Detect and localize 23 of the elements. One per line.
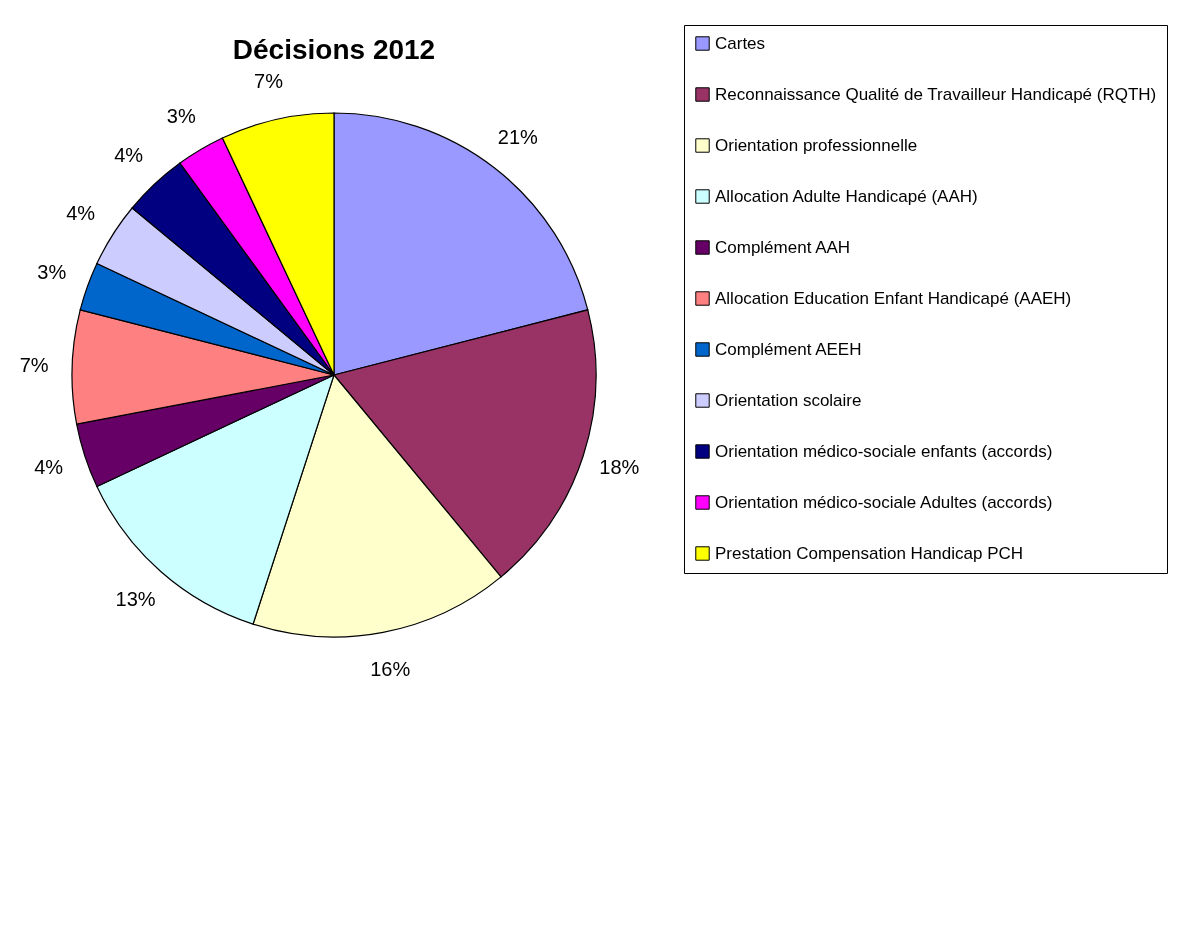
legend-label: Orientation scolaire bbox=[715, 390, 862, 410]
data-label: 7% bbox=[254, 70, 284, 93]
data-label: 4% bbox=[114, 144, 144, 167]
data-label: 16% bbox=[370, 657, 411, 680]
legend-label: Cartes bbox=[715, 33, 766, 53]
legend-label: Prestation Compensation Handicap PCH bbox=[715, 543, 1024, 563]
data-label: 4% bbox=[66, 202, 96, 225]
data-label: 7% bbox=[19, 353, 49, 376]
legend-label: Complément AEEH bbox=[715, 339, 862, 359]
legend-label: Orientation professionnelle bbox=[715, 135, 918, 155]
data-label: 3% bbox=[37, 261, 67, 284]
legend-label: Allocation Adulte Handicapé (AAH) bbox=[715, 186, 978, 206]
chart-title: Décisions 2012 bbox=[232, 33, 436, 65]
legend-label: Allocation Education Enfant Handicapé (AAEH) bbox=[715, 288, 1072, 308]
data-label: 18% bbox=[599, 455, 640, 478]
data-label: 3% bbox=[166, 104, 196, 127]
legend-label: Orientation médico-sociale Adultes (accords) bbox=[715, 492, 1053, 512]
legend-label: Orientation médico-sociale enfants (accords) bbox=[715, 441, 1053, 461]
data-label: 21% bbox=[497, 125, 539, 148]
legend-label: Reconnaissance Qualité de Travailleur Handicapé (RQTH) bbox=[715, 84, 1157, 104]
legend-label: Complément AAH bbox=[715, 237, 851, 257]
data-label: 4% bbox=[34, 455, 64, 478]
data-label: 13% bbox=[115, 588, 156, 611]
